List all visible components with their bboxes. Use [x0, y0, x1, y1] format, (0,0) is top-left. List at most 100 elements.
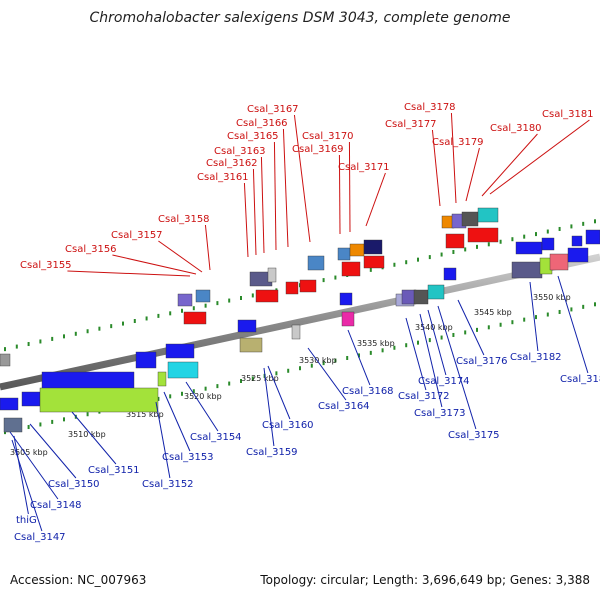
top-gene-label: Csal_3171 [338, 162, 390, 173]
gene-feature [183, 311, 207, 325]
lower-tick [405, 343, 408, 348]
callout-line [347, 329, 371, 386]
gene-feature [413, 289, 429, 305]
upper-tick [4, 347, 6, 352]
gene-feature [511, 261, 543, 279]
genome-axis [0, 253, 600, 391]
top-strand-gene-labels: Csal_3155 Csal_3156 Csal_3157 Csal_3158 Csal… [20, 102, 594, 271]
callout-line [9, 431, 59, 500]
upper-tick [74, 331, 77, 336]
gene-feature [39, 387, 159, 413]
callout-line [365, 172, 386, 227]
gene-feature [135, 351, 157, 369]
lower-tick [322, 361, 325, 366]
upper-tick [39, 339, 42, 344]
top-gene-label: Csal_3178 [404, 102, 456, 113]
lower-tick [287, 368, 290, 373]
gene-feature [285, 281, 299, 295]
lower-tick [570, 307, 573, 312]
upper-tick [546, 229, 549, 234]
upper-tick [145, 316, 148, 321]
bottom-gene-label: Csal_3183 [560, 374, 600, 385]
lower-tick [428, 338, 431, 343]
lower-tick [511, 320, 514, 325]
callout-line [252, 168, 257, 256]
bottom-gene-label: Csal_3172 [398, 391, 450, 402]
gene-feature [337, 247, 351, 261]
top-gene-label: Csal_3156 [65, 244, 117, 255]
kbp-label: 3530 kbp [299, 356, 337, 365]
gene-feature [165, 343, 195, 359]
lower-tick [192, 389, 195, 394]
callout-line [557, 275, 589, 374]
gene-feature [0, 397, 19, 411]
lower-tick [369, 350, 372, 355]
upper-tick [228, 298, 231, 303]
upper-tick [428, 255, 431, 260]
gene-feature [363, 255, 385, 269]
gene-feature [567, 247, 589, 263]
gene-feature [267, 267, 277, 283]
upper-tick [122, 321, 124, 326]
callout-line [293, 114, 311, 243]
kbp-axis-labels: 3505 kbp 3510 kbp 3515 kbp 3520 kbp 3525 kbp… [10, 293, 571, 457]
top-gene-label: Csal_3158 [158, 214, 210, 225]
callout-line [158, 240, 203, 273]
upper-tick [133, 319, 136, 324]
upper-tick [216, 301, 219, 306]
lower-tick [381, 348, 384, 353]
gene-feature [299, 279, 317, 293]
upper-tick [582, 221, 585, 226]
gene-feature [461, 211, 479, 227]
lower-tick [63, 417, 65, 422]
lower-tick [440, 335, 443, 340]
lower-tick [216, 384, 219, 389]
callout-line [437, 305, 477, 430]
bottom-gene-label: Csal_3147 [14, 532, 66, 543]
lower-tick [393, 345, 396, 350]
top-gene-label: Csal_3162 [206, 158, 258, 169]
callout-line [529, 281, 539, 352]
bottom-gene-label: Csal_3173 [414, 408, 466, 419]
gene-feature [341, 311, 355, 327]
callout-line [465, 147, 480, 202]
lower-tick [240, 379, 242, 383]
callout-line [29, 423, 77, 479]
lower-tick [310, 363, 313, 368]
bottom-gene-label: Csal_3174 [418, 376, 470, 387]
callout-line [163, 391, 191, 452]
top-gene-label: Csal_3169 [292, 144, 344, 155]
gene-feature [3, 417, 23, 433]
kbp-label: 3545 kbp [474, 308, 512, 317]
callout-line [13, 435, 29, 515]
gene-feature [167, 361, 199, 379]
upper-tick [169, 311, 172, 316]
upper-tick [570, 224, 573, 229]
upper-tick [369, 267, 372, 272]
lower-tick [558, 309, 561, 314]
callout-line [11, 439, 43, 532]
bottom-gene-label: Csal_3159 [246, 447, 298, 458]
upper-tick [240, 296, 242, 300]
upper-tick [511, 237, 514, 242]
top-gene-label: Csal_3167 [247, 104, 299, 115]
upper-tick [63, 334, 65, 339]
top-gene-label: Csal_3155 [20, 260, 72, 271]
top-gene-label: Csal_3163 [214, 146, 266, 157]
top-gene-label: Csal_3161 [197, 172, 249, 183]
kbp-label: 3510 kbp [68, 430, 106, 439]
kbp-label: 3515 kbp [126, 410, 164, 419]
gene-feature [443, 267, 457, 281]
top-gene-label: Csal_3180 [490, 123, 542, 134]
upper-tick [15, 344, 18, 349]
lower-tick [523, 317, 526, 322]
upper-tick [487, 242, 490, 247]
lower-tick [535, 315, 537, 320]
lower-tick [476, 327, 478, 332]
gene-feature [549, 253, 569, 271]
callout-line [260, 156, 265, 254]
upper-tick [499, 239, 502, 244]
callout-line [243, 182, 249, 258]
upper-tick [86, 329, 89, 334]
